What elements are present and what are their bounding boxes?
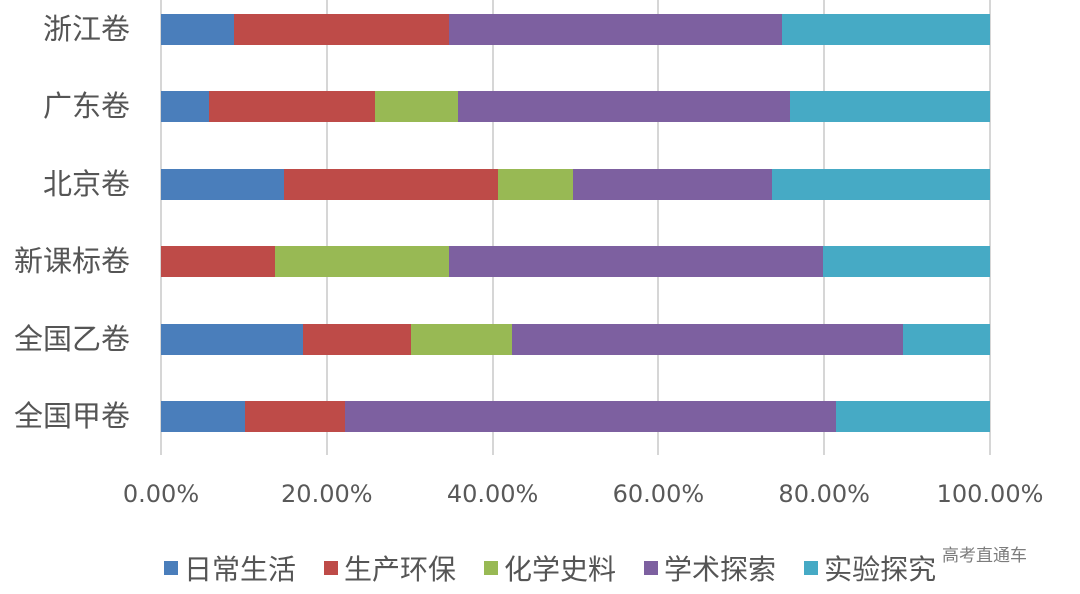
bar-segment — [790, 91, 990, 122]
bar-segment — [161, 14, 234, 45]
category-label: 全国甲卷 — [13, 399, 130, 433]
legend-label: 化学史料 — [504, 553, 617, 586]
bar-segment — [302, 324, 411, 355]
legend-item: 日常生活 — [164, 548, 296, 588]
legend-item: 化学史料 — [484, 548, 616, 588]
category-label: 广东卷 — [42, 89, 130, 123]
bar-segment — [902, 324, 990, 355]
bar-row — [161, 91, 990, 122]
bar-segment — [781, 14, 990, 45]
bar-row — [161, 169, 990, 200]
watermark: 高考直通车 — [942, 546, 1027, 566]
bar-segment — [771, 169, 990, 200]
legend-swatch-icon — [324, 561, 339, 575]
x-tick-label: 60.00% — [612, 480, 705, 508]
bar-segment — [511, 324, 903, 355]
bar-segment — [161, 324, 303, 355]
legend: 日常生活 生产环保 化学史料 学术探索 实验探究 — [164, 548, 964, 588]
x-tick-label: 20.00% — [281, 480, 373, 508]
legend-swatch-icon — [484, 561, 499, 575]
gridline — [657, 0, 660, 455]
legend-swatch-icon — [164, 561, 178, 575]
bar-segment — [161, 91, 210, 122]
category-label: 浙江卷 — [42, 12, 130, 46]
gridline — [989, 0, 991, 455]
bar-row — [161, 14, 990, 45]
bar-segment — [449, 246, 824, 277]
category-label: 全国乙卷 — [13, 322, 130, 356]
bar-segment — [244, 401, 346, 432]
legend-swatch-icon — [644, 561, 659, 575]
bar-segment — [209, 91, 375, 122]
bar-segment — [233, 14, 450, 45]
legend-swatch-icon — [804, 561, 819, 575]
category-label: 北京卷 — [42, 167, 130, 201]
bar-segment — [498, 169, 573, 200]
bar-segment — [835, 401, 990, 432]
bar-segment — [457, 91, 791, 122]
bar-segment — [161, 246, 276, 277]
x-tick-label: 0.00% — [122, 480, 200, 508]
legend-label: 实验探究 — [824, 553, 937, 586]
x-tick-label: 80.00% — [778, 480, 870, 508]
bar-segment — [345, 401, 836, 432]
bar-segment — [374, 91, 458, 122]
x-tick-label: 100.00% — [936, 480, 1044, 508]
bar-row — [161, 401, 990, 432]
gridline — [325, 0, 328, 455]
bar-segment — [410, 324, 512, 355]
bar-segment — [275, 246, 450, 277]
bar-segment — [573, 169, 772, 200]
x-tick-label: 40.00% — [446, 480, 539, 508]
gridline — [160, 0, 162, 455]
category-label: 新课标卷 — [13, 244, 130, 278]
legend-item: 生产环保 — [324, 548, 456, 588]
legend-item: 实验探究 — [804, 548, 936, 588]
legend-label: 学术探索 — [664, 553, 777, 586]
bar-segment — [161, 401, 245, 432]
gridline — [823, 0, 826, 455]
bar-segment — [161, 169, 284, 200]
bar-segment — [823, 246, 990, 277]
legend-item: 学术探索 — [644, 548, 776, 588]
bar-row — [161, 246, 990, 277]
bar-row — [161, 324, 990, 355]
gridline — [491, 0, 494, 455]
legend-label: 生产环保 — [344, 553, 457, 586]
bar-segment — [283, 169, 499, 200]
legend-label: 日常生活 — [184, 553, 297, 586]
bar-segment — [449, 14, 782, 45]
